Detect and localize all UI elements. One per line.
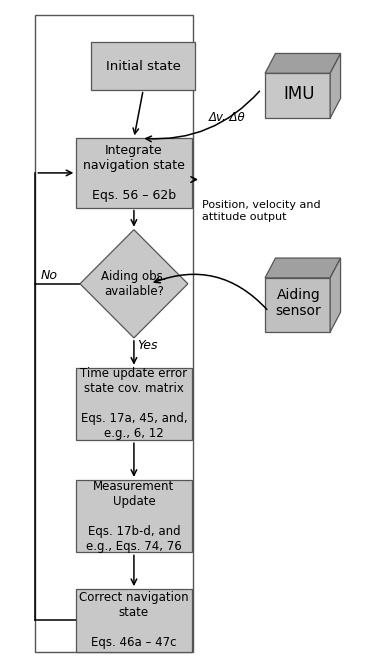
Text: Δv, Δθ: Δv, Δθ <box>208 111 245 124</box>
Text: Measurement
Update

Eqs. 17b-d, and
e.g., Eqs. 74, 76: Measurement Update Eqs. 17b-d, and e.g.,… <box>86 480 182 552</box>
Polygon shape <box>80 230 188 338</box>
FancyBboxPatch shape <box>265 73 330 118</box>
Polygon shape <box>330 53 341 118</box>
Text: Time update error
state cov. matrix

Eqs. 17a, 45, and,
e.g., 6, 12: Time update error state cov. matrix Eqs.… <box>80 368 187 440</box>
Text: Integrate
navigation state

Eqs. 56 – 62b: Integrate navigation state Eqs. 56 – 62b <box>83 144 185 202</box>
FancyBboxPatch shape <box>76 368 192 440</box>
Polygon shape <box>265 53 341 73</box>
FancyBboxPatch shape <box>76 480 192 552</box>
Polygon shape <box>330 258 341 332</box>
FancyBboxPatch shape <box>76 139 192 207</box>
Text: No: No <box>40 269 57 282</box>
Text: Aiding obs.
available?: Aiding obs. available? <box>101 270 167 298</box>
FancyBboxPatch shape <box>76 589 192 652</box>
Text: Initial state: Initial state <box>106 59 181 73</box>
Text: IMU: IMU <box>283 84 314 103</box>
FancyBboxPatch shape <box>91 42 195 90</box>
Polygon shape <box>265 258 341 278</box>
Text: Aiding
sensor: Aiding sensor <box>276 288 321 318</box>
FancyBboxPatch shape <box>265 278 330 332</box>
Text: Position, velocity and
attitude output: Position, velocity and attitude output <box>202 201 320 222</box>
Text: Yes: Yes <box>137 339 157 352</box>
Text: Correct navigation
state

Eqs. 46a – 47c: Correct navigation state Eqs. 46a – 47c <box>79 591 189 649</box>
